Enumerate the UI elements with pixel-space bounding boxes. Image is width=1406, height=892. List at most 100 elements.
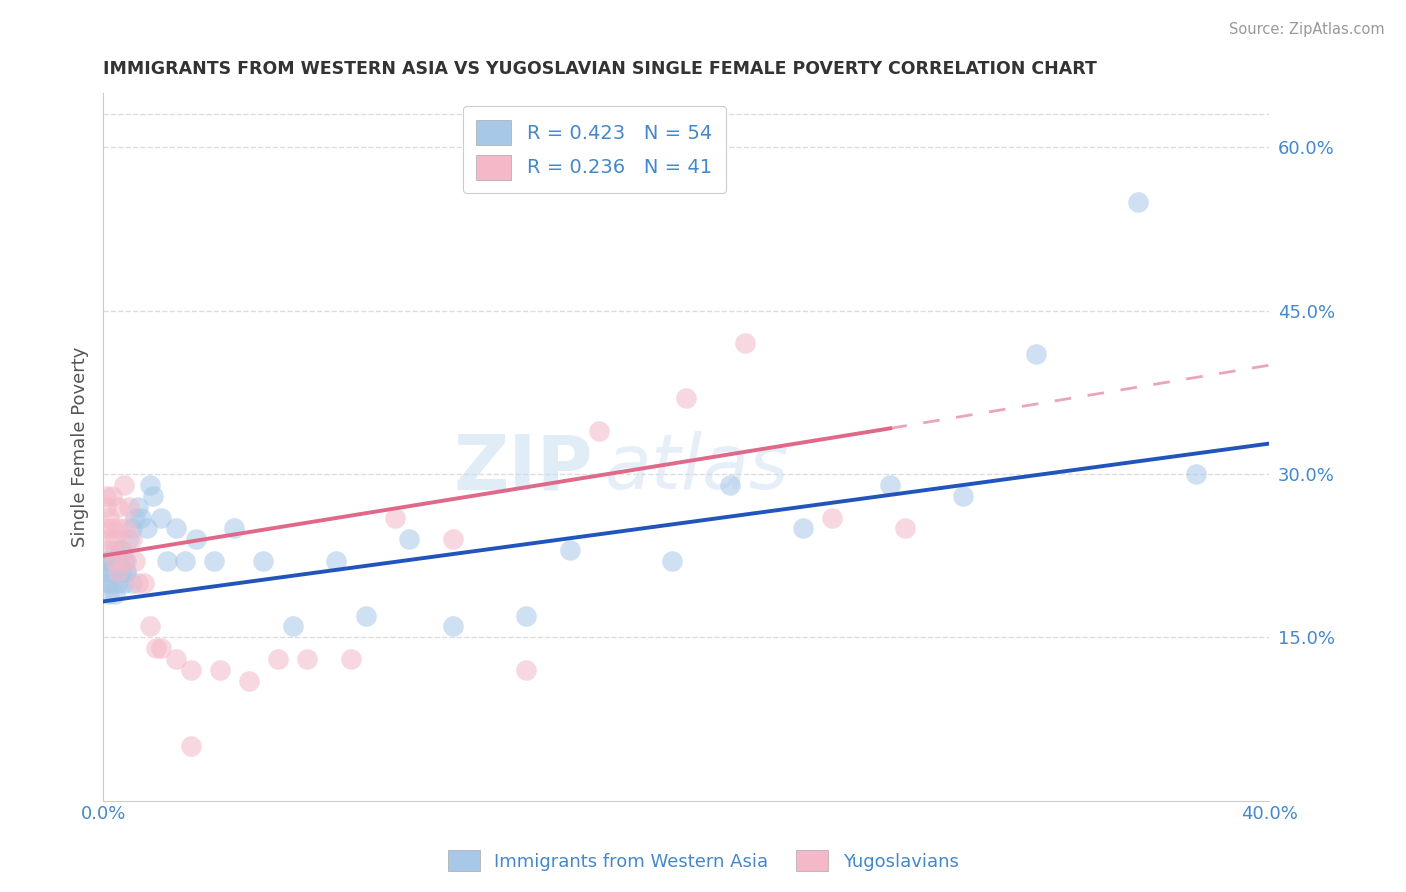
Point (115, 565, 138, 579)
Point (515, 608, 537, 623)
Point (101, 575, 124, 590)
Point (879, 478, 901, 492)
Point (165, 652, 187, 666)
Point (208, 663, 231, 677)
Point (107, 554, 129, 568)
Point (112, 554, 135, 568)
Text: ZIP: ZIP (453, 431, 593, 505)
Point (127, 575, 149, 590)
Point (94, 500, 117, 514)
Point (661, 554, 683, 568)
Point (150, 510, 173, 524)
Point (180, 663, 202, 677)
Point (110, 543, 132, 558)
Point (952, 489, 974, 503)
Point (127, 500, 149, 514)
Point (115, 521, 138, 535)
Point (97, 533, 120, 547)
Point (894, 521, 917, 535)
Point (558, 543, 581, 558)
Point (101, 489, 124, 503)
Point (295, 652, 318, 666)
Point (112, 575, 135, 590)
Point (115, 565, 138, 579)
Point (124, 510, 146, 524)
Text: IMMIGRANTS FROM WESTERN ASIA VS YUGOSLAVIAN SINGLE FEMALE POVERTY CORRELATION CH: IMMIGRANTS FROM WESTERN ASIA VS YUGOSLAV… (103, 60, 1097, 78)
Point (94, 521, 117, 535)
Point (97, 565, 120, 579)
Point (441, 619, 464, 633)
Point (224, 521, 246, 535)
Point (101, 554, 124, 568)
Point (97, 510, 120, 524)
Point (94, 575, 117, 590)
Text: Source: ZipAtlas.com: Source: ZipAtlas.com (1229, 22, 1385, 37)
Point (325, 554, 347, 568)
Point (101, 565, 124, 579)
Point (101, 521, 124, 535)
Point (121, 521, 143, 535)
Point (180, 739, 202, 754)
Point (281, 619, 304, 633)
Point (150, 641, 173, 656)
Point (139, 478, 162, 492)
Point (173, 554, 195, 568)
Point (107, 500, 129, 514)
Point (252, 554, 274, 568)
Point (104, 554, 127, 568)
Point (1185, 467, 1208, 481)
Legend: Immigrants from Western Asia, Yugoslavians: Immigrants from Western Asia, Yugoslavia… (440, 843, 966, 879)
Point (129, 510, 152, 524)
Point (115, 554, 138, 568)
Point (112, 478, 135, 492)
Point (97, 554, 120, 568)
Point (110, 565, 132, 579)
Text: atlas: atlas (605, 431, 789, 505)
Point (107, 565, 129, 579)
Point (718, 478, 741, 492)
Point (135, 521, 157, 535)
Point (97, 575, 120, 590)
Point (94, 565, 117, 579)
Point (1025, 347, 1047, 361)
Point (821, 510, 844, 524)
Point (354, 608, 377, 623)
Point (186, 533, 208, 547)
Point (118, 500, 141, 514)
Point (118, 533, 141, 547)
Point (441, 533, 464, 547)
Point (94, 554, 117, 568)
Point (124, 554, 146, 568)
Point (107, 521, 129, 535)
Point (1126, 194, 1149, 209)
Point (110, 543, 132, 558)
Point (97, 587, 120, 601)
Point (384, 510, 406, 524)
Point (107, 575, 129, 590)
Point (107, 565, 129, 579)
Point (515, 663, 537, 677)
Point (112, 554, 135, 568)
Point (165, 521, 187, 535)
Point (104, 587, 127, 601)
Point (792, 521, 814, 535)
Point (267, 652, 290, 666)
Point (142, 489, 165, 503)
Point (588, 424, 610, 438)
Point (145, 641, 167, 656)
Point (238, 673, 260, 688)
Point (97, 543, 120, 558)
Point (132, 575, 155, 590)
Point (139, 619, 162, 633)
Y-axis label: Single Female Poverty: Single Female Poverty (72, 347, 89, 547)
Point (340, 652, 363, 666)
Point (202, 554, 225, 568)
Point (156, 554, 179, 568)
Point (94, 489, 117, 503)
Point (121, 533, 143, 547)
Point (104, 543, 127, 558)
Point (121, 575, 143, 590)
Point (675, 391, 697, 405)
Point (398, 533, 420, 547)
Legend: R = 0.423   N = 54, R = 0.236   N = 41: R = 0.423 N = 54, R = 0.236 N = 41 (463, 106, 725, 194)
